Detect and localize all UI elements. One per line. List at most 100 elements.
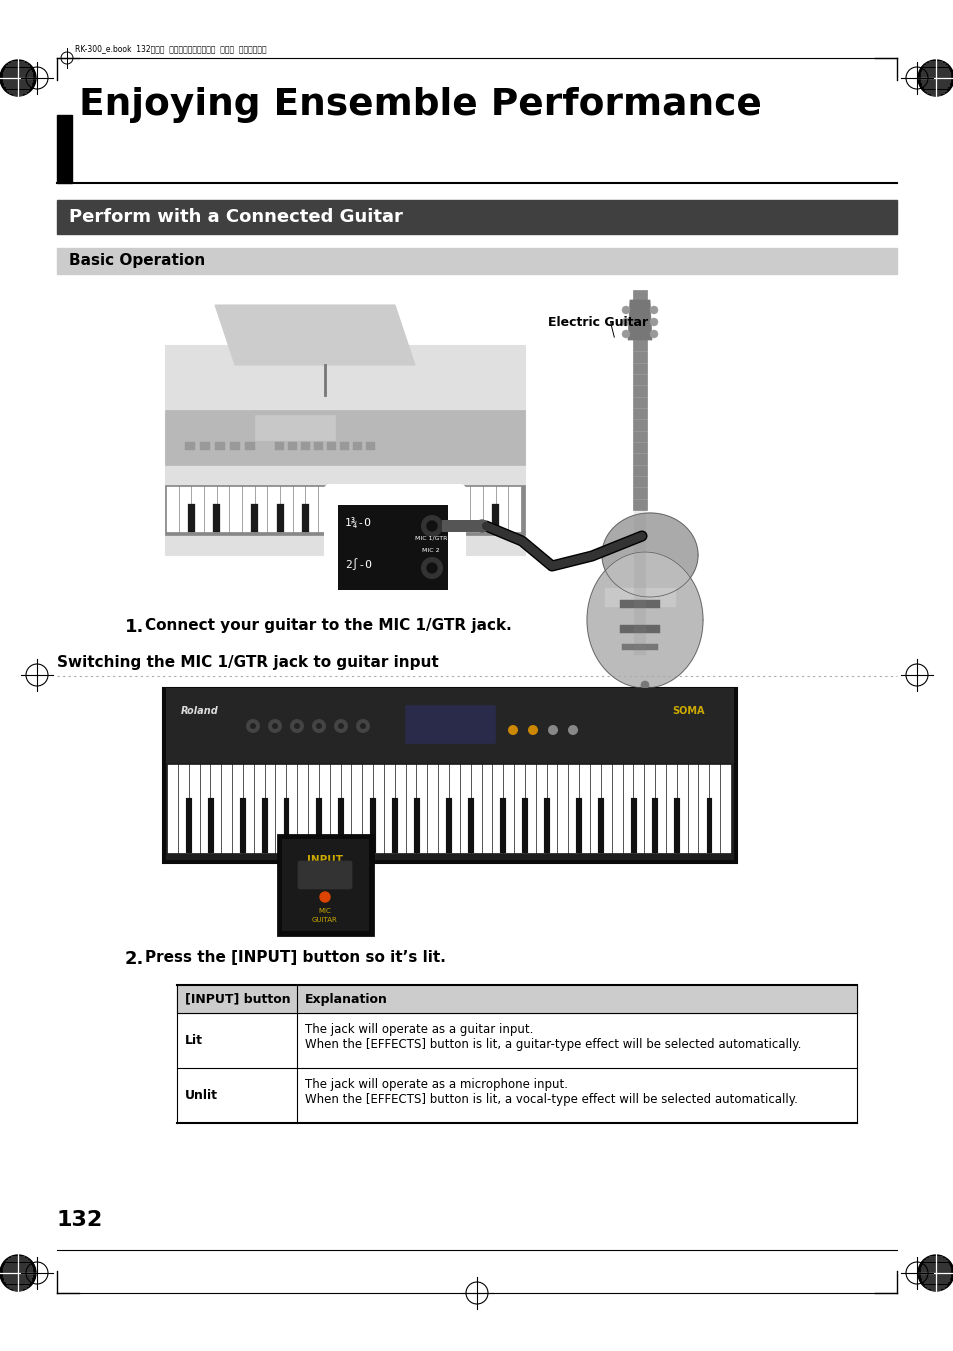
- Circle shape: [315, 723, 322, 730]
- Bar: [177, 985, 856, 1013]
- Bar: [276, 504, 283, 532]
- Bar: [230, 442, 240, 450]
- Circle shape: [272, 723, 277, 730]
- Bar: [57, 115, 71, 182]
- Bar: [208, 798, 213, 852]
- Bar: [327, 442, 335, 450]
- Circle shape: [294, 723, 299, 730]
- Circle shape: [507, 725, 517, 735]
- Circle shape: [621, 317, 629, 326]
- Bar: [339, 504, 347, 532]
- Bar: [167, 486, 178, 532]
- Bar: [166, 690, 733, 861]
- Bar: [168, 765, 177, 852]
- Bar: [710, 765, 720, 852]
- Bar: [165, 409, 524, 465]
- Circle shape: [319, 892, 330, 902]
- Bar: [537, 765, 546, 852]
- Text: Roland: Roland: [181, 707, 218, 716]
- Bar: [652, 798, 658, 852]
- Bar: [370, 486, 381, 532]
- Text: Enjoying Ensemble Performance: Enjoying Ensemble Performance: [79, 86, 761, 123]
- Bar: [445, 486, 457, 532]
- Bar: [504, 765, 514, 852]
- Bar: [619, 600, 659, 608]
- Bar: [363, 765, 373, 852]
- Bar: [406, 765, 416, 852]
- Bar: [576, 798, 581, 852]
- Bar: [558, 765, 568, 852]
- Bar: [619, 626, 659, 634]
- Bar: [57, 249, 896, 274]
- Circle shape: [621, 330, 629, 338]
- Bar: [467, 798, 474, 852]
- Text: SOMA: SOMA: [671, 707, 703, 716]
- Bar: [666, 765, 676, 852]
- Text: [INPUT] button: [INPUT] button: [185, 993, 291, 1005]
- Text: When the [EFFECTS] button is lit, a guitar-type effect will be selected automati: When the [EFFECTS] button is lit, a guit…: [305, 1038, 801, 1051]
- Bar: [337, 798, 343, 852]
- Bar: [301, 442, 310, 450]
- Bar: [483, 486, 496, 532]
- Bar: [190, 765, 199, 852]
- Circle shape: [421, 516, 441, 536]
- Bar: [282, 839, 369, 931]
- Bar: [233, 765, 243, 852]
- Text: Connect your guitar to the MIC 1/GTR jack.: Connect your guitar to the MIC 1/GTR jac…: [145, 617, 511, 634]
- Bar: [200, 765, 211, 852]
- Circle shape: [640, 681, 648, 689]
- Bar: [298, 765, 308, 852]
- Bar: [214, 442, 225, 450]
- Bar: [492, 504, 498, 532]
- Circle shape: [421, 558, 441, 578]
- Bar: [612, 765, 622, 852]
- Bar: [515, 765, 524, 852]
- Bar: [294, 486, 305, 532]
- Bar: [673, 798, 679, 852]
- Circle shape: [476, 520, 488, 532]
- Circle shape: [567, 725, 578, 735]
- Bar: [341, 765, 351, 852]
- Bar: [200, 442, 210, 450]
- Bar: [471, 765, 481, 852]
- Bar: [339, 442, 349, 450]
- Bar: [621, 644, 658, 650]
- Circle shape: [427, 521, 436, 531]
- Bar: [353, 442, 361, 450]
- Circle shape: [246, 719, 260, 734]
- Text: Switching the MIC 1/GTR jack to guitar input: Switching the MIC 1/GTR jack to guitar i…: [57, 655, 438, 670]
- Circle shape: [547, 725, 558, 735]
- Bar: [598, 798, 603, 852]
- Bar: [428, 504, 436, 532]
- Bar: [633, 290, 646, 509]
- Bar: [370, 798, 375, 852]
- Circle shape: [917, 1255, 953, 1292]
- Text: GUITAR: GUITAR: [312, 917, 337, 923]
- Circle shape: [0, 59, 36, 96]
- Bar: [497, 486, 508, 532]
- Bar: [57, 200, 896, 234]
- Text: INPUT: INPUT: [307, 855, 343, 865]
- Bar: [408, 486, 419, 532]
- Circle shape: [621, 305, 629, 313]
- Bar: [604, 588, 675, 607]
- Bar: [543, 798, 549, 852]
- Circle shape: [312, 719, 326, 734]
- Bar: [482, 765, 492, 852]
- Bar: [392, 798, 397, 852]
- Bar: [254, 765, 264, 852]
- Text: 1¾-O: 1¾-O: [345, 517, 372, 528]
- Bar: [231, 486, 242, 532]
- Circle shape: [527, 725, 537, 735]
- Bar: [720, 765, 730, 852]
- Text: 2∫-O: 2∫-O: [345, 558, 372, 570]
- Polygon shape: [586, 553, 702, 688]
- Bar: [281, 486, 293, 532]
- Bar: [579, 765, 589, 852]
- Bar: [276, 765, 286, 852]
- Bar: [374, 765, 383, 852]
- Bar: [283, 798, 289, 852]
- Bar: [309, 765, 318, 852]
- Polygon shape: [601, 513, 698, 597]
- Bar: [493, 765, 502, 852]
